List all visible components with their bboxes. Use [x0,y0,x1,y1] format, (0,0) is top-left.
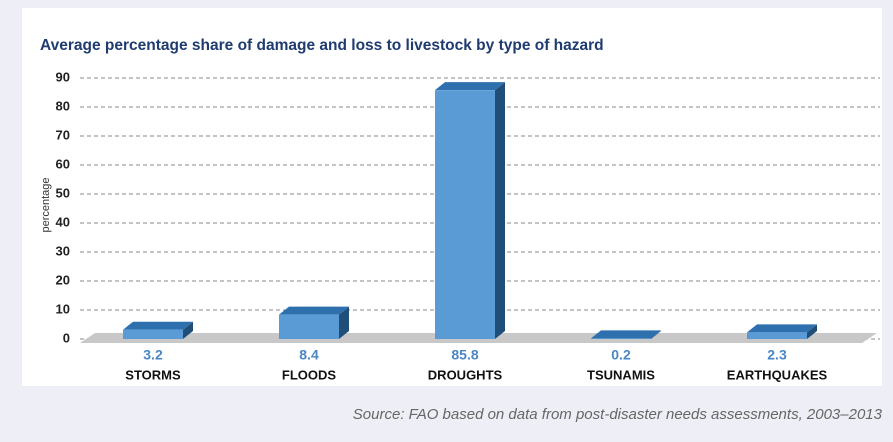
bar [591,338,651,339]
bar [747,332,807,339]
y-tick-label: 40 [56,214,70,229]
bar-top [435,82,505,91]
chart-title: Average percentage share of damage and l… [40,37,604,54]
x-tick-label: FLOODS [282,367,336,382]
y-tick-label: 80 [56,98,70,113]
value-label: 0.2 [611,347,631,363]
bar-side [807,324,817,339]
bar-top [279,306,349,315]
y-tick-label: 90 [56,69,70,84]
y-tick-label: 50 [56,185,70,200]
x-tick-label: STORMS [125,367,181,382]
y-axis-label: percentage [40,177,52,232]
bar [279,314,339,339]
bar [123,329,183,339]
value-label: 3.2 [143,347,163,363]
x-tick-label: TSUNAMIS [587,367,655,382]
y-tick-label: 70 [56,127,70,142]
y-tick-label: 60 [56,156,70,171]
value-label: 85.8 [451,347,478,363]
y-tick-label: 0 [63,330,70,345]
bar-top [123,321,193,330]
bar-side [183,321,193,339]
bar-side [339,306,349,339]
bar-top [591,330,661,339]
value-label: 2.3 [767,347,787,363]
x-tick-label: DROUGHTS [428,367,503,382]
y-tick-label: 20 [56,272,70,287]
bar-side [651,330,661,339]
bar [435,90,495,340]
y-tick-label: 10 [56,301,70,316]
x-tick-label: EARTHQUAKES [727,367,828,382]
y-tick-label: 30 [56,243,70,258]
source-note: Source: FAO based on data from post-disa… [353,406,883,423]
bar-side [495,82,505,340]
value-label: 8.4 [299,347,319,363]
bar-top [747,324,817,333]
